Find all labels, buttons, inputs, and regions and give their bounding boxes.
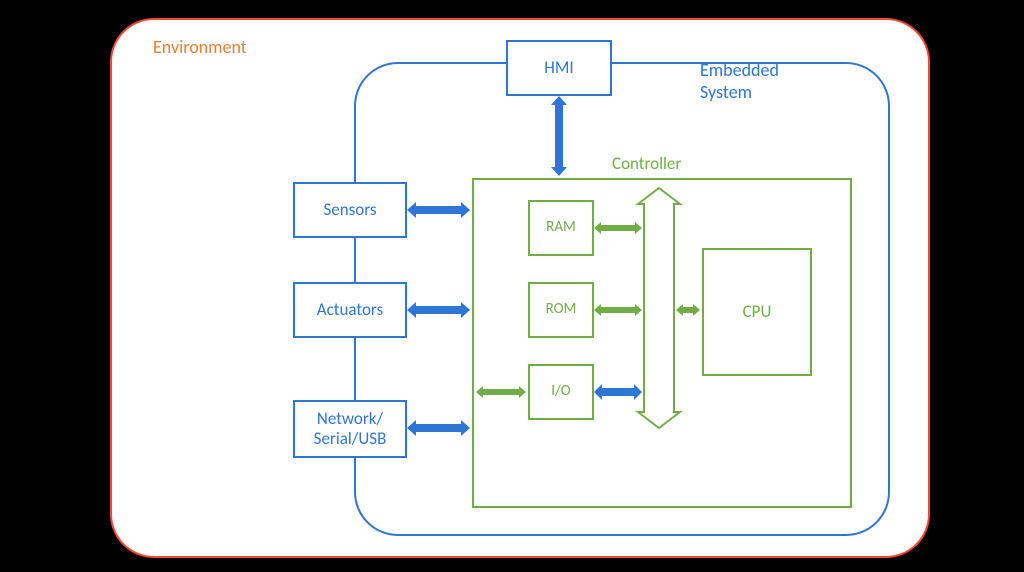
network-box: Network/Serial/USB <box>293 400 407 458</box>
cpu-box: CPU <box>702 248 812 376</box>
embedded-system-label: EmbeddedSystem <box>700 60 779 103</box>
controller-label: Controller <box>612 153 681 174</box>
ram-box: RAM <box>528 200 594 256</box>
actuators-box: Actuators <box>293 282 407 338</box>
sensors-label: Sensors <box>323 200 376 220</box>
ram-label: RAM <box>546 219 576 236</box>
io-label: I/O <box>551 383 571 400</box>
actuators-label: Actuators <box>317 300 383 320</box>
cpu-label: CPU <box>743 302 772 322</box>
environment-label: Environment <box>153 36 247 58</box>
hmi-label: HMI <box>544 58 573 78</box>
hmi-box: HMI <box>506 40 612 96</box>
sensors-box: Sensors <box>293 182 407 238</box>
rom-box: ROM <box>528 282 594 338</box>
io-box: I/O <box>528 364 594 420</box>
diagram-stage: Environment EmbeddedSystem Controller HM… <box>0 0 1024 572</box>
network-label: Network/Serial/USB <box>314 409 387 448</box>
rom-label: ROM <box>546 301 577 318</box>
